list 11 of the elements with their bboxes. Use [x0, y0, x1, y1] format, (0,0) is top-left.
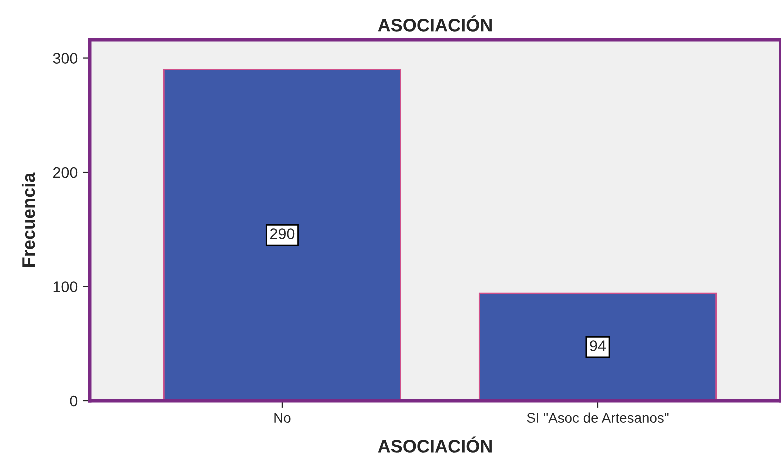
y-tick-label: 200 — [53, 167, 78, 178]
x-tick-label: SI "Asoc de Artesanos" — [527, 412, 669, 424]
data-label: 94 — [590, 340, 606, 352]
x-axis-title: ASOCIACIÓN — [378, 436, 492, 453]
y-tick-label: 0 — [70, 396, 78, 407]
data-label: 290 — [270, 228, 295, 240]
chart-title: ASOCIACIÓN — [378, 16, 492, 32]
y-axis-title: Frecuencia — [22, 172, 36, 267]
y-tick-label: 300 — [53, 53, 78, 64]
x-tick-label: No — [274, 413, 291, 424]
y-tick-label: 100 — [54, 282, 78, 292]
